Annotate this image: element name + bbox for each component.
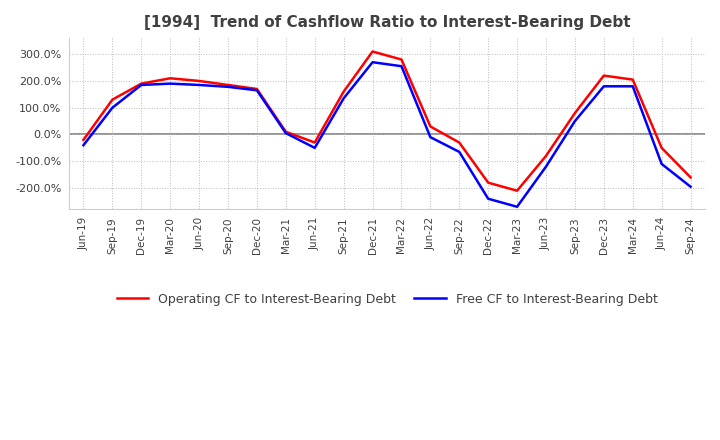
Operating CF to Interest-Bearing Debt: [195, 78, 204, 84]
Operating CF to Interest-Bearing Debt: [686, 175, 695, 180]
Operating CF to Interest-Bearing Debt: [253, 86, 261, 92]
Free CF to Interest-Bearing Debt: [484, 196, 492, 202]
Operating CF to Interest-Bearing Debt: [108, 97, 117, 103]
Free CF to Interest-Bearing Debt: [195, 82, 204, 88]
Free CF to Interest-Bearing Debt: [79, 143, 88, 148]
Title: [1994]  Trend of Cashflow Ratio to Interest-Bearing Debt: [1994] Trend of Cashflow Ratio to Intere…: [144, 15, 630, 30]
Free CF to Interest-Bearing Debt: [339, 96, 348, 101]
Operating CF to Interest-Bearing Debt: [166, 76, 174, 81]
Operating CF to Interest-Bearing Debt: [368, 49, 377, 54]
Free CF to Interest-Bearing Debt: [426, 135, 435, 140]
Free CF to Interest-Bearing Debt: [513, 204, 521, 209]
Free CF to Interest-Bearing Debt: [686, 184, 695, 189]
Operating CF to Interest-Bearing Debt: [426, 124, 435, 129]
Operating CF to Interest-Bearing Debt: [600, 73, 608, 78]
Free CF to Interest-Bearing Debt: [570, 118, 579, 124]
Operating CF to Interest-Bearing Debt: [513, 188, 521, 193]
Free CF to Interest-Bearing Debt: [455, 149, 464, 154]
Free CF to Interest-Bearing Debt: [166, 81, 174, 86]
Free CF to Interest-Bearing Debt: [397, 64, 406, 69]
Free CF to Interest-Bearing Debt: [629, 84, 637, 89]
Operating CF to Interest-Bearing Debt: [397, 57, 406, 62]
Free CF to Interest-Bearing Debt: [657, 161, 666, 167]
Free CF to Interest-Bearing Debt: [253, 88, 261, 93]
Operating CF to Interest-Bearing Debt: [657, 145, 666, 150]
Free CF to Interest-Bearing Debt: [137, 82, 145, 88]
Operating CF to Interest-Bearing Debt: [484, 180, 492, 185]
Operating CF to Interest-Bearing Debt: [455, 140, 464, 145]
Operating CF to Interest-Bearing Debt: [339, 89, 348, 94]
Line: Free CF to Interest-Bearing Debt: Free CF to Interest-Bearing Debt: [84, 62, 690, 207]
Free CF to Interest-Bearing Debt: [310, 145, 319, 150]
Free CF to Interest-Bearing Debt: [600, 84, 608, 89]
Free CF to Interest-Bearing Debt: [368, 59, 377, 65]
Free CF to Interest-Bearing Debt: [108, 105, 117, 110]
Operating CF to Interest-Bearing Debt: [570, 110, 579, 116]
Free CF to Interest-Bearing Debt: [541, 164, 550, 169]
Operating CF to Interest-Bearing Debt: [629, 77, 637, 82]
Legend: Operating CF to Interest-Bearing Debt, Free CF to Interest-Bearing Debt: Operating CF to Interest-Bearing Debt, F…: [112, 288, 662, 311]
Free CF to Interest-Bearing Debt: [224, 84, 233, 89]
Operating CF to Interest-Bearing Debt: [541, 153, 550, 158]
Operating CF to Interest-Bearing Debt: [137, 81, 145, 86]
Operating CF to Interest-Bearing Debt: [282, 129, 290, 135]
Line: Operating CF to Interest-Bearing Debt: Operating CF to Interest-Bearing Debt: [84, 51, 690, 191]
Free CF to Interest-Bearing Debt: [282, 131, 290, 136]
Operating CF to Interest-Bearing Debt: [224, 82, 233, 88]
Operating CF to Interest-Bearing Debt: [310, 140, 319, 145]
Operating CF to Interest-Bearing Debt: [79, 137, 88, 143]
